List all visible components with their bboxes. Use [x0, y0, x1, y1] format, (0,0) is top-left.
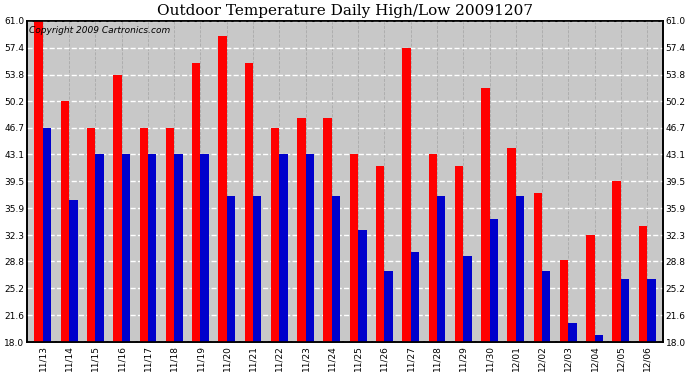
Bar — [218, 36, 227, 342]
Bar — [428, 154, 437, 342]
Bar — [201, 154, 209, 342]
Bar — [271, 128, 279, 342]
Bar — [621, 279, 629, 342]
Bar — [358, 230, 366, 342]
Text: Copyright 2009 Cartronics.com: Copyright 2009 Cartronics.com — [29, 26, 170, 34]
Bar — [533, 193, 542, 342]
Bar — [647, 279, 655, 342]
Bar — [350, 154, 358, 342]
Bar — [87, 128, 95, 342]
Bar — [69, 200, 77, 342]
Bar — [166, 128, 174, 342]
Bar — [95, 154, 104, 342]
Bar — [43, 128, 51, 342]
Bar — [542, 271, 551, 342]
Bar — [595, 334, 603, 342]
Bar — [332, 196, 340, 342]
Bar — [121, 154, 130, 342]
Bar — [297, 118, 306, 342]
Bar — [560, 260, 569, 342]
Bar — [324, 118, 332, 342]
Bar — [507, 148, 516, 342]
Bar — [306, 154, 314, 342]
Bar — [463, 256, 472, 342]
Bar — [402, 48, 411, 342]
Bar — [245, 63, 253, 342]
Bar — [613, 182, 621, 342]
Bar — [192, 63, 201, 342]
Bar — [569, 323, 577, 342]
Bar — [437, 196, 445, 342]
Bar — [411, 252, 419, 342]
Bar — [139, 128, 148, 342]
Bar — [376, 166, 384, 342]
Bar — [148, 154, 157, 342]
Bar — [279, 154, 288, 342]
Bar — [586, 235, 595, 342]
Bar — [174, 154, 183, 342]
Bar — [516, 196, 524, 342]
Bar — [489, 219, 498, 342]
Bar — [253, 196, 262, 342]
Bar — [481, 88, 489, 342]
Bar — [34, 21, 43, 342]
Bar — [61, 101, 69, 342]
Bar — [227, 196, 235, 342]
Bar — [384, 271, 393, 342]
Title: Outdoor Temperature Daily High/Low 20091207: Outdoor Temperature Daily High/Low 20091… — [157, 4, 533, 18]
Bar — [455, 166, 463, 342]
Bar — [639, 226, 647, 342]
Bar — [113, 75, 121, 342]
